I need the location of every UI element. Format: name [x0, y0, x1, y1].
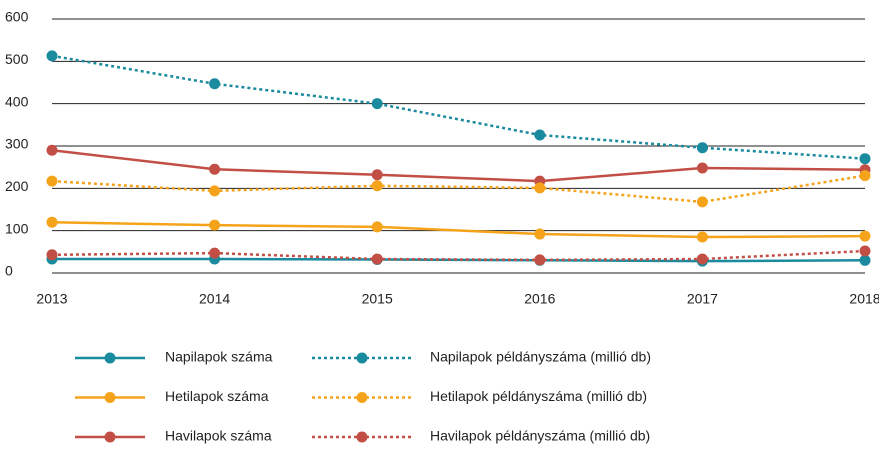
x-tick-label: 2015	[362, 291, 393, 307]
data-point	[46, 50, 58, 62]
data-point	[209, 163, 221, 175]
data-point	[534, 182, 546, 194]
y-tick-label: 300	[5, 136, 29, 152]
data-point	[46, 144, 58, 156]
y-tick-label: 600	[5, 9, 29, 25]
x-tick-label: 2014	[199, 291, 230, 307]
legend-label: Hetilapok példányszáma (millió db)	[430, 388, 647, 404]
data-point	[209, 219, 221, 231]
legend-label: Havilapok száma	[165, 428, 272, 444]
data-point	[696, 142, 708, 154]
data-point	[209, 185, 221, 197]
data-point	[696, 231, 708, 243]
y-tick-label: 500	[5, 51, 29, 67]
series-line	[51, 174, 866, 204]
data-point	[534, 129, 546, 141]
legend-label: Napilapok száma	[165, 349, 273, 365]
data-point	[46, 249, 58, 261]
series-line	[51, 148, 866, 183]
legend-label: Napilapok példányszáma (millió db)	[430, 349, 651, 365]
data-point	[46, 216, 58, 228]
data-point	[371, 253, 383, 265]
legend-marker	[356, 392, 368, 403]
series-line	[51, 220, 866, 239]
data-point	[696, 162, 708, 174]
legend-marker	[104, 392, 116, 403]
data-point	[859, 153, 871, 165]
y-tick-label: 0	[5, 263, 13, 279]
x-tick-label: 2017	[687, 291, 718, 307]
data-point	[696, 253, 708, 265]
y-tick-label: 200	[5, 178, 29, 194]
y-tick-label: 400	[5, 93, 29, 109]
legend-marker	[104, 352, 116, 364]
data-point	[46, 175, 58, 187]
data-point	[859, 230, 871, 242]
data-point	[371, 98, 383, 110]
data-point	[371, 169, 383, 181]
x-tick-label: 2013	[36, 291, 67, 307]
data-point	[534, 254, 546, 266]
legend-label: Havilapok példányszáma (millió db)	[430, 428, 650, 444]
data-point	[859, 254, 871, 266]
legend-label: Hetilapok száma	[165, 388, 269, 404]
data-point	[371, 180, 383, 192]
data-point	[371, 221, 383, 233]
data-point	[209, 78, 221, 90]
data-point	[696, 196, 708, 208]
y-tick-label: 100	[5, 220, 29, 236]
series-line	[51, 54, 866, 160]
x-tick-label: 2018	[849, 291, 879, 307]
data-point	[859, 245, 871, 257]
data-point	[859, 170, 871, 182]
data-point	[534, 228, 546, 240]
series-line	[52, 257, 866, 263]
legend-marker	[356, 352, 368, 364]
legend-marker	[104, 431, 116, 443]
data-point	[209, 247, 221, 259]
x-tick-label: 2016	[524, 291, 555, 307]
legend-marker	[356, 431, 368, 443]
